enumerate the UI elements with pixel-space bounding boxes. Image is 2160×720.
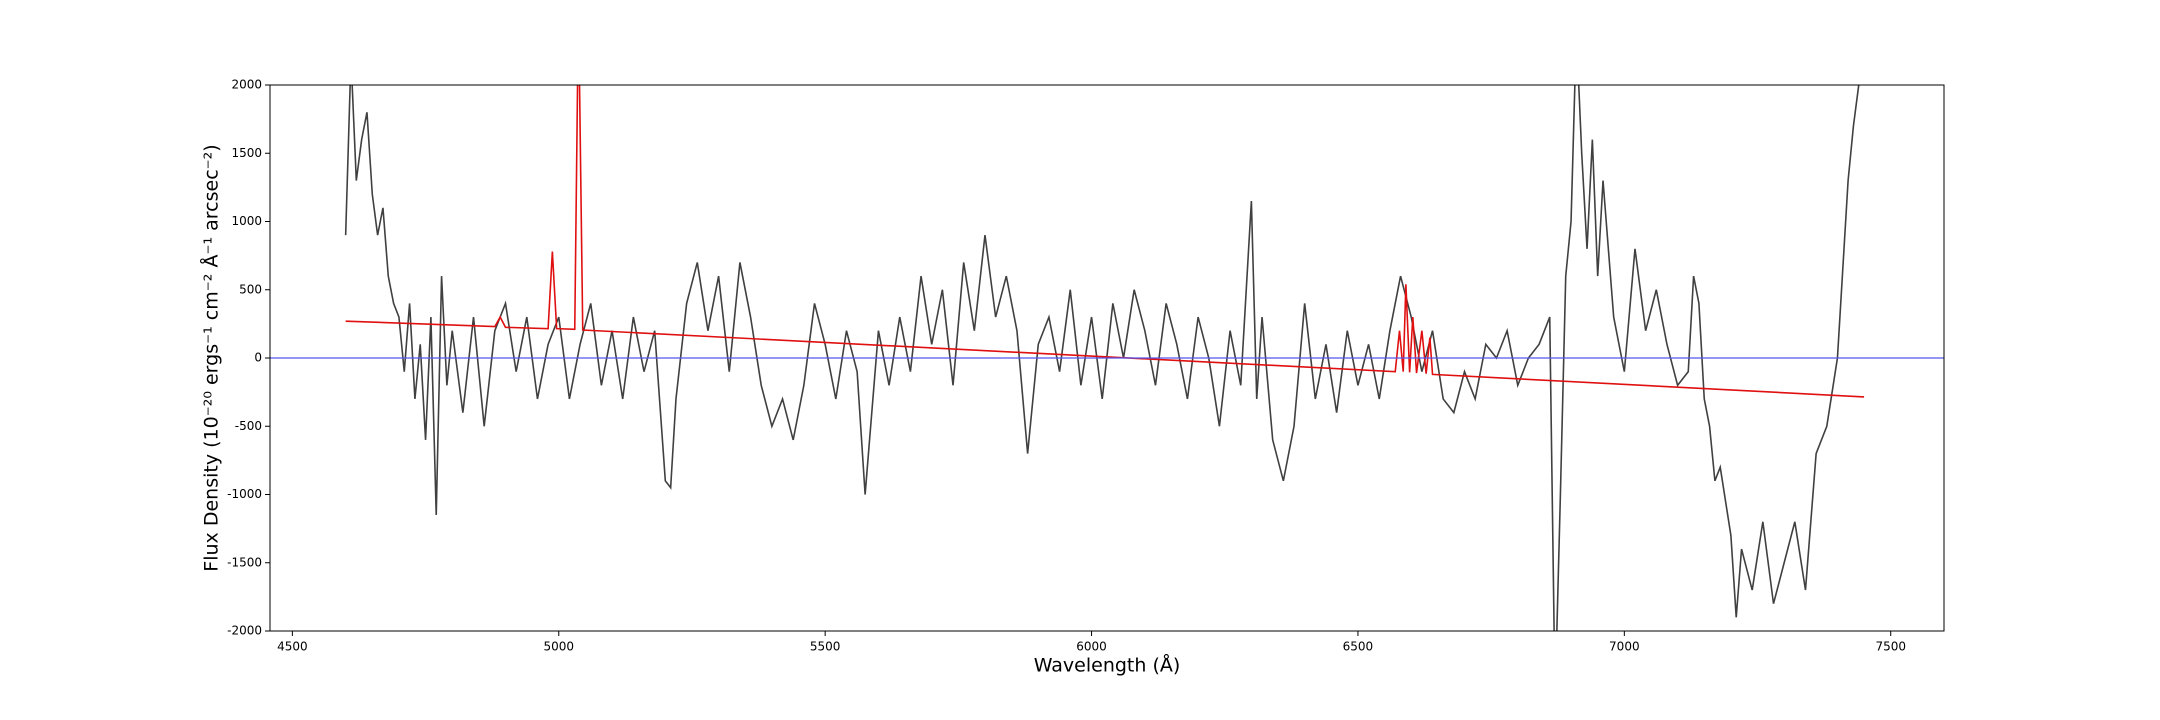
x-tick-label: 7500 <box>1875 640 1906 654</box>
y-axis-label: Flux Density (10⁻²⁰ ergs⁻¹ cm⁻² Å⁻¹ arcs… <box>200 144 223 571</box>
y-tick-label: -2000 <box>227 624 262 638</box>
series-line <box>345 85 1865 398</box>
y-tick-label: 500 <box>239 282 262 296</box>
x-tick-label: 6500 <box>1343 640 1374 654</box>
x-axis-label: Wavelength (Å) <box>1034 654 1181 677</box>
y-tick-label: 0 <box>254 351 262 365</box>
x-tick-label: 6000 <box>1076 640 1107 654</box>
y-tick-label: 2000 <box>231 78 262 92</box>
y-tick-label: -500 <box>235 419 262 433</box>
x-tick-label: 5000 <box>543 640 574 654</box>
y-tick-label: 1000 <box>231 214 262 228</box>
x-tick-label: 4500 <box>277 640 308 654</box>
plot-area <box>270 85 1944 631</box>
y-tick-label: -1500 <box>227 555 262 569</box>
x-tick-label: 5500 <box>810 640 841 654</box>
x-tick-label: 7000 <box>1609 640 1640 654</box>
y-tick-label: -1000 <box>227 487 262 501</box>
y-tick-label: 1500 <box>231 146 262 160</box>
